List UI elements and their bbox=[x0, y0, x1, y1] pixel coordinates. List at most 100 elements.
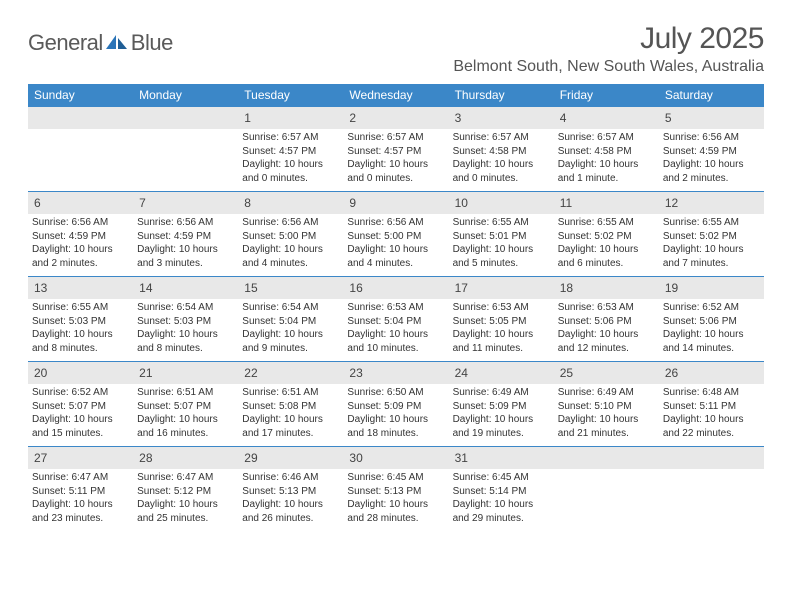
day-number: 5 bbox=[665, 111, 672, 125]
day-number: 1 bbox=[244, 111, 251, 125]
calendar-week: 6Sunrise: 6:56 AMSunset: 4:59 PMDaylight… bbox=[28, 191, 764, 276]
calendar-day bbox=[659, 447, 764, 531]
day-number-row: 11 bbox=[554, 192, 659, 214]
day-number-row: 6 bbox=[28, 192, 133, 214]
day-detail: Sunrise: 6:57 AMSunset: 4:58 PMDaylight:… bbox=[453, 131, 550, 185]
day-number-row: 7 bbox=[133, 192, 238, 214]
calendar-day: 30 Sunrise: 6:45 AMSunset: 5:13 PMDayligh… bbox=[343, 447, 448, 531]
day-number: 17 bbox=[455, 281, 468, 295]
day-number: 18 bbox=[560, 281, 573, 295]
brand-name-b: Blue bbox=[131, 30, 173, 56]
day-detail: Sunrise: 6:45 AMSunset: 5:14 PMDaylight:… bbox=[453, 471, 550, 525]
day-number-row: 12 bbox=[659, 192, 764, 214]
day-number-row: 9 bbox=[343, 192, 448, 214]
day-number-row: 15 bbox=[238, 277, 343, 299]
day-number: 26 bbox=[665, 366, 678, 380]
day-number-row: 2 bbox=[343, 107, 448, 129]
calendar-day bbox=[133, 107, 238, 191]
day-detail: Sunrise: 6:49 AMSunset: 5:09 PMDaylight:… bbox=[453, 386, 550, 440]
calendar-day: 19Sunrise: 6:52 AMSunset: 5:06 PMDayligh… bbox=[659, 277, 764, 361]
day-number: 21 bbox=[139, 366, 152, 380]
calendar-day: 15Sunrise: 6:54 AMSunset: 5:04 PMDayligh… bbox=[238, 277, 343, 361]
day-number: 11 bbox=[560, 196, 572, 210]
day-number: 20 bbox=[34, 366, 47, 380]
day-number-row: 18 bbox=[554, 277, 659, 299]
weekday-header: Thursday bbox=[449, 84, 554, 107]
calendar-day: 20Sunrise: 6:52 AMSunset: 5:07 PMDayligh… bbox=[28, 362, 133, 446]
calendar-day: 3Sunrise: 6:57 AMSunset: 4:58 PMDaylight… bbox=[449, 107, 554, 191]
calendar-day: 17 Sunrise: 6:53 AMSunset: 5:05 PMDayligh… bbox=[449, 277, 554, 361]
day-detail: Sunrise: 6:57 AMSunset: 4:57 PMDaylight:… bbox=[242, 131, 339, 185]
calendar-day: 14Sunrise: 6:54 AMSunset: 5:03 PMDayligh… bbox=[133, 277, 238, 361]
day-number-row: 26 bbox=[659, 362, 764, 384]
calendar-day: 26 Sunrise: 6:48 AMSunset: 5:11 PMDayligh… bbox=[659, 362, 764, 446]
day-number: 13 bbox=[34, 281, 47, 295]
day-detail: Sunrise: 6:45 AMSunset: 5:13 PMDaylight:… bbox=[347, 471, 444, 525]
day-number: 28 bbox=[139, 451, 152, 465]
day-detail: Sunrise: 6:47 AMSunset: 5:11 PMDaylight:… bbox=[32, 471, 129, 525]
day-number-row bbox=[659, 447, 764, 469]
day-number-row: 5 bbox=[659, 107, 764, 129]
day-number: 24 bbox=[455, 366, 468, 380]
calendar-day: 29Sunrise: 6:46 AMSunset: 5:13 PMDayligh… bbox=[238, 447, 343, 531]
calendar-day: 11Sunrise: 6:55 AMSunset: 5:02 PMDayligh… bbox=[554, 192, 659, 276]
day-number: 29 bbox=[244, 451, 257, 465]
day-number-row: 28 bbox=[133, 447, 238, 469]
day-number: 10 bbox=[455, 196, 468, 210]
day-number-row: 3 bbox=[449, 107, 554, 129]
day-number-row: 17 bbox=[449, 277, 554, 299]
day-detail: Sunrise: 6:56 AMSunset: 5:00 PMDaylight:… bbox=[242, 216, 339, 270]
day-number-row: 30 bbox=[343, 447, 448, 469]
day-number: 23 bbox=[349, 366, 362, 380]
calendar-day: 5 Sunrise: 6:56 AMSunset: 4:59 PMDaylight… bbox=[659, 107, 764, 191]
location: Belmont South, New South Wales, Australi… bbox=[453, 58, 764, 76]
calendar-day bbox=[554, 447, 659, 531]
title-block: July 2025 Belmont South, New South Wales… bbox=[453, 22, 764, 76]
day-number-row: 29 bbox=[238, 447, 343, 469]
day-number-row: 19 bbox=[659, 277, 764, 299]
calendar-day: 1 Sunrise: 6:57 AMSunset: 4:57 PMDaylight… bbox=[238, 107, 343, 191]
day-number-row: 25 bbox=[554, 362, 659, 384]
day-detail: Sunrise: 6:55 AMSunset: 5:01 PMDaylight:… bbox=[453, 216, 550, 270]
weekday-header: Saturday bbox=[659, 84, 764, 107]
day-number-row: 21 bbox=[133, 362, 238, 384]
calendar-day: 23 Sunrise: 6:50 AMSunset: 5:09 PMDayligh… bbox=[343, 362, 448, 446]
calendar-day: 16Sunrise: 6:53 AMSunset: 5:04 PMDayligh… bbox=[343, 277, 448, 361]
day-number-row: 1 bbox=[238, 107, 343, 129]
day-number-row: 27 bbox=[28, 447, 133, 469]
weekday-header: Monday bbox=[133, 84, 238, 107]
weekday-header-row: SundayMondayTuesdayWednesdayThursdayFrid… bbox=[28, 84, 764, 107]
calendar-week: 13 Sunrise: 6:55 AMSunset: 5:03 PMDayligh… bbox=[28, 276, 764, 361]
day-number-row: 20 bbox=[28, 362, 133, 384]
day-detail: Sunrise: 6:56 AMSunset: 4:59 PMDaylight:… bbox=[32, 216, 129, 270]
header: General Blue July 2025 Belmont South, Ne… bbox=[28, 22, 764, 76]
day-number-row: 22 bbox=[238, 362, 343, 384]
calendar-day: 24 Sunrise: 6:49 AMSunset: 5:09 PMDayligh… bbox=[449, 362, 554, 446]
day-number-row: 31 bbox=[449, 447, 554, 469]
day-number: 22 bbox=[244, 366, 257, 380]
month-title: July 2025 bbox=[453, 22, 764, 56]
day-number: 8 bbox=[244, 196, 251, 210]
calendar-day: 9Sunrise: 6:56 AMSunset: 5:00 PMDaylight… bbox=[343, 192, 448, 276]
day-number-row: 24 bbox=[449, 362, 554, 384]
day-detail: Sunrise: 6:56 AMSunset: 4:59 PMDaylight:… bbox=[663, 131, 760, 185]
day-number-row: 14 bbox=[133, 277, 238, 299]
day-detail: Sunrise: 6:50 AMSunset: 5:09 PMDaylight:… bbox=[347, 386, 444, 440]
brand-logo: General Blue bbox=[28, 22, 173, 56]
day-number-row bbox=[28, 107, 133, 129]
calendar-day bbox=[28, 107, 133, 191]
day-detail: Sunrise: 6:51 AMSunset: 5:08 PMDaylight:… bbox=[242, 386, 339, 440]
day-detail: Sunrise: 6:48 AMSunset: 5:11 PMDaylight:… bbox=[663, 386, 760, 440]
day-number: 2 bbox=[349, 111, 356, 125]
day-detail: Sunrise: 6:47 AMSunset: 5:12 PMDaylight:… bbox=[137, 471, 234, 525]
day-number: 15 bbox=[244, 281, 257, 295]
calendar-day: 2Sunrise: 6:57 AMSunset: 4:57 PMDaylight… bbox=[343, 107, 448, 191]
day-detail: Sunrise: 6:53 AMSunset: 5:05 PMDaylight:… bbox=[453, 301, 550, 355]
day-detail: Sunrise: 6:55 AMSunset: 5:03 PMDaylight:… bbox=[32, 301, 129, 355]
day-number: 25 bbox=[560, 366, 573, 380]
day-number: 30 bbox=[349, 451, 362, 465]
calendar-day: 12Sunrise: 6:55 AMSunset: 5:02 PMDayligh… bbox=[659, 192, 764, 276]
day-number: 27 bbox=[34, 451, 47, 465]
brand-name-a: General bbox=[28, 30, 103, 56]
sail-icon bbox=[106, 35, 128, 51]
